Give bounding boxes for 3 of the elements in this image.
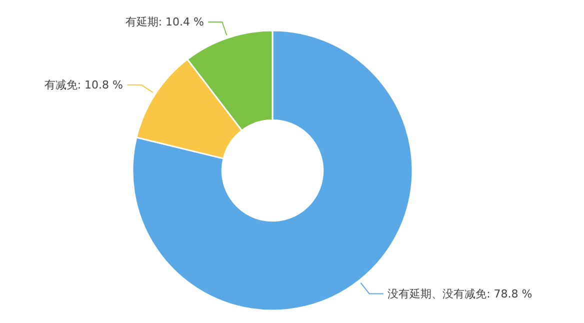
- slice-label: 有延期: 10.4 %: [125, 15, 204, 28]
- slice-label: 有减免: 10.8 %: [44, 78, 123, 92]
- slice-label: 没有延期、没有减免: 78.8 %: [388, 287, 532, 300]
